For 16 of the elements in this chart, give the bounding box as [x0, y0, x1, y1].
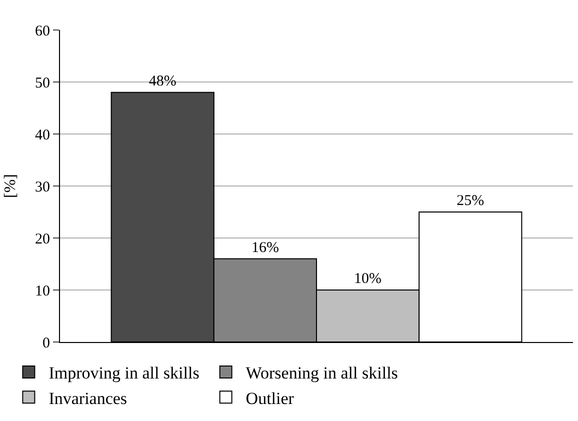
data-label: 25%	[456, 193, 484, 209]
data-label: 16%	[251, 240, 279, 256]
y-tick-label: 20	[35, 231, 50, 248]
y-tick-label: 50	[35, 75, 50, 92]
legend-label: Outlier	[246, 388, 294, 408]
data-label: 10%	[354, 271, 382, 287]
data-label: 48%	[148, 73, 176, 90]
y-tick-label: 40	[35, 127, 50, 144]
y-axis-title: [%]	[2, 174, 19, 198]
y-tick-label: 60	[35, 23, 50, 40]
y-tick-label: 30	[35, 179, 50, 196]
legend-label: Invariances	[48, 388, 128, 408]
legend-label: Worsening in all skills	[246, 364, 398, 383]
y-tick-label: 10	[35, 283, 50, 300]
legend-label: Improving in all skills	[48, 364, 200, 383]
y-tick-label: 0	[42, 335, 50, 352]
